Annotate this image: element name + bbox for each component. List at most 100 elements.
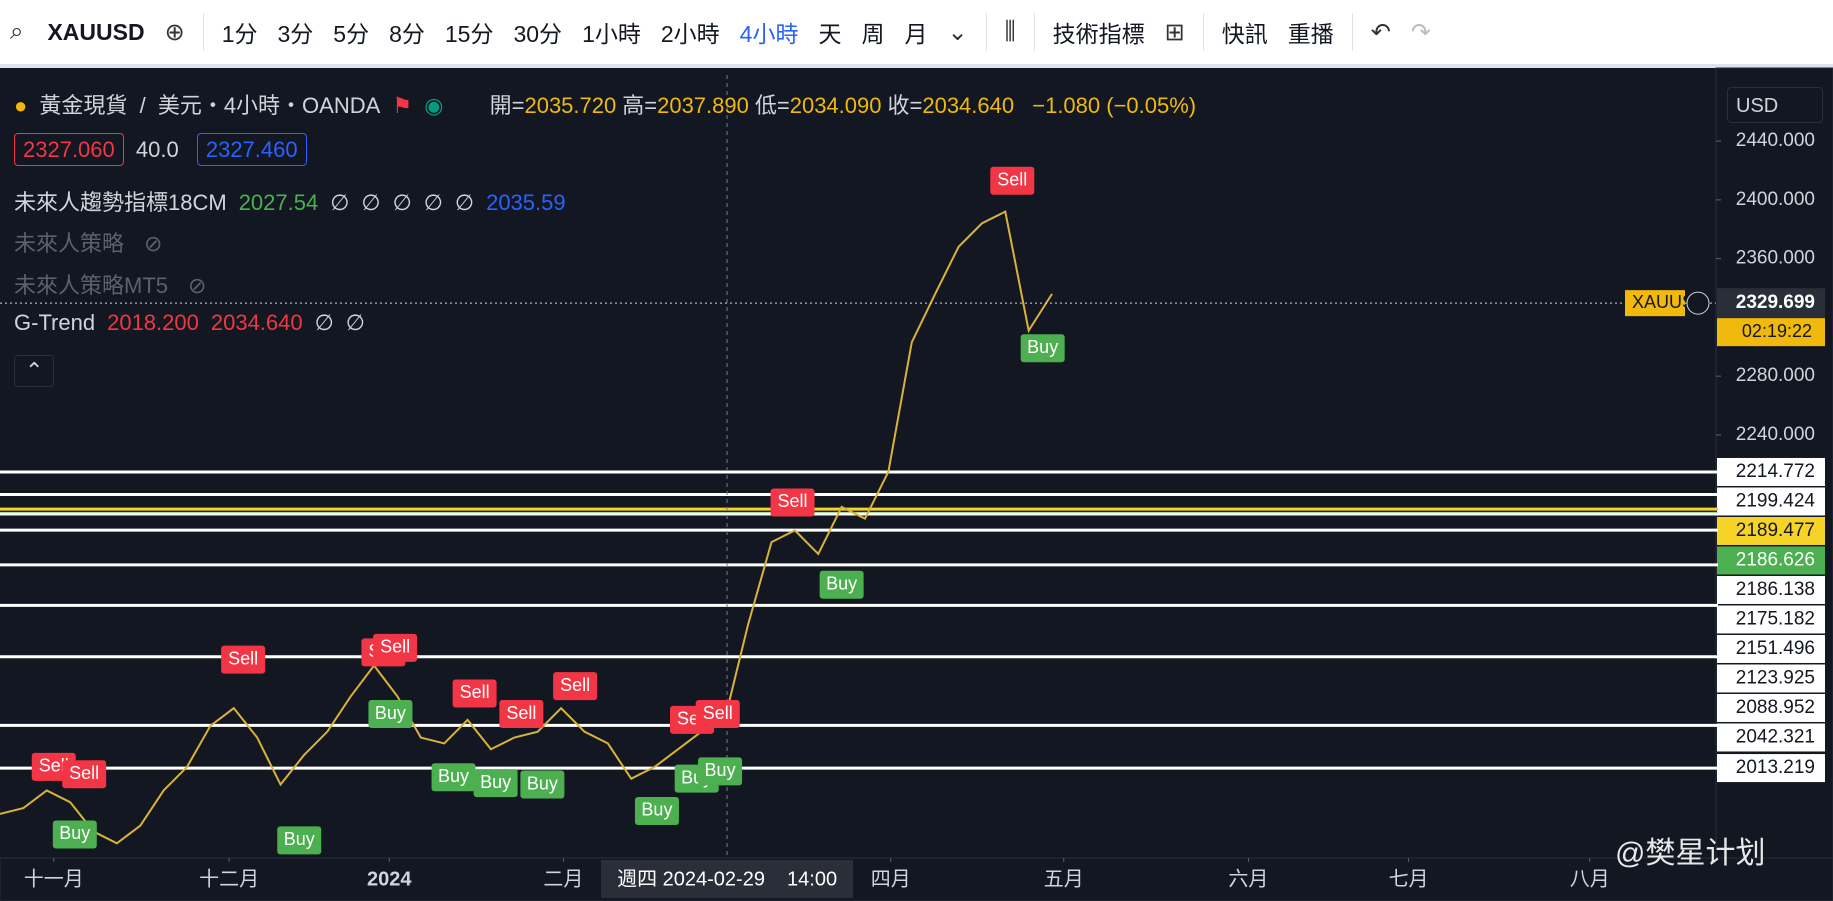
indicator: 未來人趨勢指標18CM 2027.54 ∅ ∅ ∅ ∅ ∅ 2035.59 bbox=[14, 185, 572, 217]
undo[interactable]: ↶ bbox=[1370, 18, 1391, 46]
ohlc-value: 2037.890 bbox=[657, 93, 749, 118]
signal-label: Sell bbox=[997, 170, 1027, 190]
signal-box bbox=[634, 796, 679, 825]
signal-box bbox=[368, 700, 413, 729]
indicator-name[interactable]: 未來人策略MT5 bbox=[14, 273, 169, 298]
indicator-name[interactable]: G-Trend bbox=[14, 310, 96, 335]
level-label: 2186.626 bbox=[1736, 549, 1815, 570]
separator bbox=[1202, 13, 1204, 51]
status: ◉ bbox=[424, 93, 444, 118]
x-tick-label: 七月 bbox=[1389, 867, 1429, 890]
symbol-tag-label: XAUUSD bbox=[1632, 292, 1707, 312]
ask[interactable]: 2327.460 bbox=[196, 133, 307, 166]
signal-box bbox=[520, 770, 565, 799]
separator bbox=[202, 13, 204, 51]
legend-title: ● 黃金現貨 / 美元・4小時・OANDA ⚑ ◉ 開=2035.720 高=20… bbox=[14, 88, 1202, 120]
indicator-value: ∅ bbox=[454, 190, 475, 215]
hidden-icon[interactable]: ⊘ bbox=[144, 231, 163, 256]
bid-ask: 2327.060 40.0 2327.460 bbox=[14, 133, 313, 166]
x-tick-label: 2024 bbox=[367, 868, 412, 890]
price-line bbox=[0, 210, 1053, 845]
indicator-value: ∅ bbox=[314, 310, 334, 335]
separator bbox=[985, 13, 987, 51]
signal-label: Sell bbox=[703, 703, 733, 723]
instrument-details: 美元・4小時・OANDA bbox=[157, 93, 381, 118]
separator: / bbox=[139, 93, 146, 118]
y-tick-label: 2360.000 bbox=[1736, 248, 1815, 269]
chart-type[interactable]: ⫼ bbox=[1004, 18, 1016, 45]
separator bbox=[1351, 13, 1353, 51]
currency-selector[interactable]: USD bbox=[1727, 87, 1823, 123]
countdown-label: 02:19:22 bbox=[1742, 321, 1812, 341]
interval-button[interactable]: 1分 bbox=[221, 21, 258, 47]
interval-button[interactable]: 15分 bbox=[444, 21, 494, 47]
instrument-name[interactable]: 黃金現貨 bbox=[39, 93, 128, 118]
interval-button[interactable]: 1小時 bbox=[582, 21, 641, 47]
y-tick-label: 2440.000 bbox=[1736, 130, 1815, 151]
search-icon[interactable]: ⌕ bbox=[10, 18, 24, 45]
signal-box bbox=[553, 672, 598, 701]
crosshair-label-box bbox=[601, 860, 854, 898]
signal-label: Buy bbox=[375, 703, 406, 723]
interval-button[interactable]: 月 bbox=[904, 21, 928, 47]
indicator-value: ∅ bbox=[423, 190, 443, 215]
templates[interactable]: ⊞ bbox=[1164, 18, 1185, 46]
x-tick-label: 四月 bbox=[871, 868, 911, 890]
redo[interactable]: ↷ bbox=[1410, 18, 1431, 46]
signal-label: Sell bbox=[506, 703, 536, 723]
indicator: G-Trend 2018.200 2034.640 ∅ ∅ bbox=[14, 310, 371, 336]
hidden-icon[interactable]: ⊘ bbox=[188, 273, 207, 298]
indicator-name[interactable]: 未來人策略 bbox=[14, 231, 125, 256]
indicator-value: 2018.200 bbox=[107, 310, 199, 335]
interval-button[interactable]: 周 bbox=[861, 21, 885, 47]
interval-button[interactable]: 4小時 bbox=[739, 21, 799, 47]
signal-box bbox=[990, 166, 1035, 195]
signal-box bbox=[221, 645, 266, 674]
indicator-value: 2034.640 bbox=[210, 310, 303, 335]
interval-button[interactable]: 2小時 bbox=[660, 21, 720, 47]
y-tick-label: 2400.000 bbox=[1736, 189, 1815, 210]
signal-box bbox=[770, 488, 815, 517]
bid[interactable]: 2327.060 bbox=[14, 133, 124, 166]
symbol[interactable]: XAUUSD bbox=[47, 18, 145, 45]
x-tick-label: 五月 bbox=[1044, 868, 1084, 890]
level-label-box bbox=[1717, 575, 1825, 604]
level-label-box bbox=[1717, 457, 1825, 486]
alerts-button[interactable]: 快訊 bbox=[1221, 21, 1268, 47]
ohlc-value: 2034.090 bbox=[789, 93, 882, 118]
spread: 40.0 bbox=[135, 137, 179, 162]
signal-label: Buy bbox=[59, 823, 90, 843]
level-label-box bbox=[1717, 634, 1825, 663]
ohlc-value: 2034.640 bbox=[922, 93, 1015, 118]
replay-button[interactable]: 重播 bbox=[1287, 21, 1334, 47]
dropdown[interactable]: ⌄ bbox=[947, 18, 968, 46]
interval-button[interactable]: 天 bbox=[818, 21, 842, 47]
indicators-button[interactable]: 技術指標 bbox=[1052, 21, 1145, 47]
signal-label: Buy bbox=[826, 574, 857, 594]
indicator: 未來人策略 ⊘ bbox=[14, 226, 168, 258]
add-symbol[interactable]: ⊕ bbox=[164, 18, 185, 46]
separator bbox=[1033, 13, 1035, 51]
collapse-button[interactable]: ⌃ bbox=[14, 355, 55, 387]
signal-label: Buy bbox=[1027, 337, 1058, 357]
signal-box bbox=[499, 700, 544, 729]
change: −1.080 (−0.05%) bbox=[1032, 93, 1197, 118]
flag[interactable]: ⚑ bbox=[392, 93, 413, 118]
signal-label: Sell bbox=[69, 763, 99, 783]
indicator-value: ∅ bbox=[361, 190, 381, 215]
level-label: 2199.424 bbox=[1736, 490, 1816, 511]
add-alert[interactable] bbox=[1686, 291, 1710, 315]
signal-box bbox=[1020, 334, 1065, 363]
indicator-name[interactable]: 未來人趨勢指標18CM bbox=[14, 190, 227, 215]
interval-button[interactable]: 30分 bbox=[513, 21, 563, 47]
interval-button[interactable]: 8分 bbox=[389, 21, 425, 47]
signal-label: Buy bbox=[284, 829, 315, 849]
x-tick-label: 八月 bbox=[1570, 868, 1610, 890]
logo: ● bbox=[14, 93, 28, 118]
interval-button[interactable]: 5分 bbox=[333, 21, 370, 47]
indicator-value: 2027.54 bbox=[238, 190, 319, 215]
x-tick-label: 六月 bbox=[1228, 867, 1268, 890]
interval-button[interactable]: 3分 bbox=[277, 21, 314, 47]
ohlc-key: 收= bbox=[887, 93, 923, 118]
